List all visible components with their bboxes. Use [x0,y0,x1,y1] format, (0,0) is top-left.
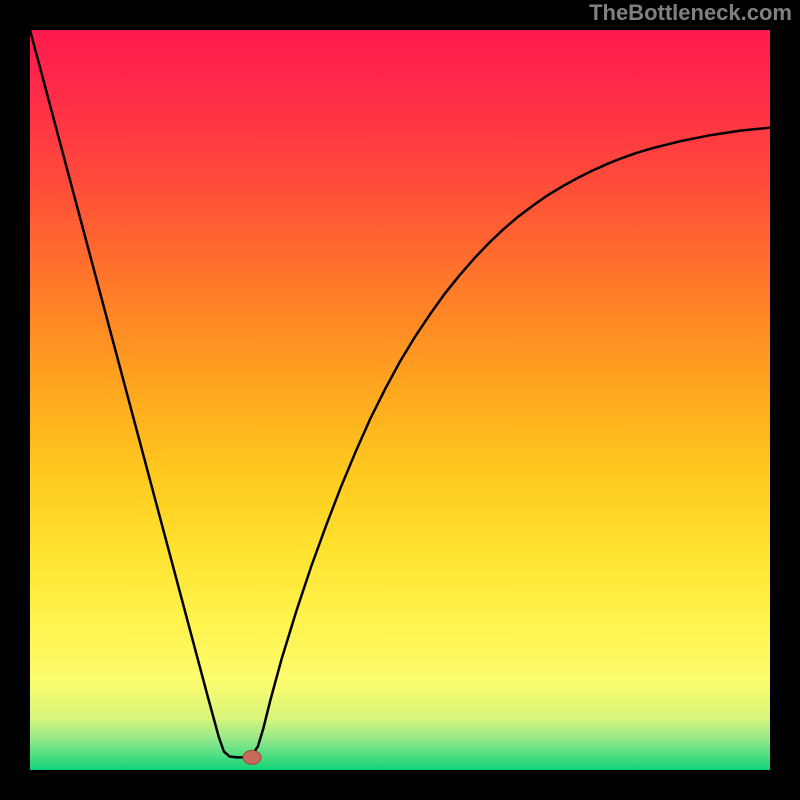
bottleneck-chart [0,0,800,800]
minimum-marker [243,750,261,764]
watermark-text: TheBottleneck.com [589,0,792,26]
chart-container: TheBottleneck.com [0,0,800,800]
plot-background [30,30,770,770]
